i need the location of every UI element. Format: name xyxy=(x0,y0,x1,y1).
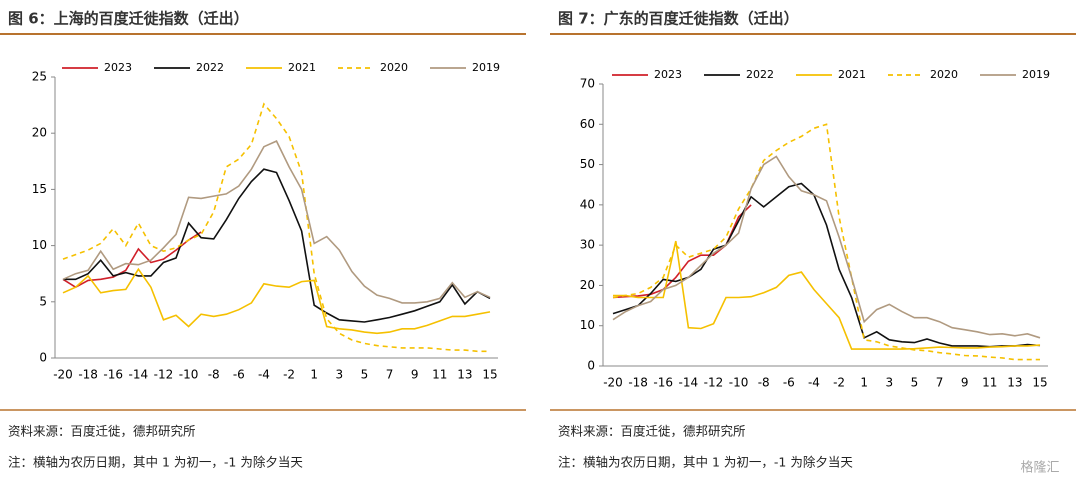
legend-label: 2023 xyxy=(654,68,682,81)
chart-title: 图 6：上海的百度迁徙指数（迁出） xyxy=(8,10,249,28)
legend-label: 2020 xyxy=(930,68,958,81)
legend-label: 2021 xyxy=(288,61,316,74)
x-tick-label: -14 xyxy=(129,368,149,382)
x-tick-label: 13 xyxy=(457,368,472,382)
x-tick-label: -18 xyxy=(628,376,648,390)
legend-label: 2021 xyxy=(838,68,866,81)
legend-label: 2022 xyxy=(746,68,774,81)
y-tick-label: 70 xyxy=(580,77,595,91)
legend-label: 2020 xyxy=(380,61,408,74)
x-tick-label: 11 xyxy=(982,376,997,390)
x-tick-label: -4 xyxy=(258,368,270,382)
x-tick-label: -2 xyxy=(833,376,845,390)
y-tick-label: 20 xyxy=(580,278,595,292)
legend-label: 2023 xyxy=(104,61,132,74)
x-tick-label: 7 xyxy=(386,368,394,382)
x-tick-label: -12 xyxy=(154,368,174,382)
series-line xyxy=(62,231,202,289)
y-tick-label: 0 xyxy=(39,351,47,365)
x-tick-label: -10 xyxy=(729,376,749,390)
x-tick-label: 5 xyxy=(361,368,369,382)
x-tick-label: 13 xyxy=(1007,376,1022,390)
y-tick-label: 30 xyxy=(580,238,595,252)
chart-panel: 图 6：上海的百度迁徙指数（迁出） 资料来源：百度迁徙，德邦研究所注：横轴为农历日… xyxy=(0,10,526,470)
x-tick-label: 9 xyxy=(411,368,419,382)
series-line xyxy=(612,182,1041,348)
x-tick-label: -14 xyxy=(679,376,699,390)
y-tick-label: 50 xyxy=(580,157,595,171)
x-tick-label: -2 xyxy=(283,368,295,382)
legend-label: 2019 xyxy=(472,61,500,74)
y-tick-label: 40 xyxy=(580,197,595,211)
x-tick-label: -20 xyxy=(603,376,623,390)
x-tick-label: 15 xyxy=(1032,376,1047,390)
series-line xyxy=(62,140,491,304)
y-tick-label: 10 xyxy=(580,318,595,332)
series-line xyxy=(613,240,1041,350)
x-tick-label: -8 xyxy=(208,368,220,382)
x-tick-label: -6 xyxy=(233,368,245,382)
x-tick-label: 5 xyxy=(911,376,919,390)
legend-label: 2019 xyxy=(1022,68,1050,81)
y-tick-label: 15 xyxy=(32,182,47,196)
series-line xyxy=(612,155,1041,339)
watermark: 格隆汇 xyxy=(1020,460,1059,476)
x-tick-label: 15 xyxy=(482,368,497,382)
x-tick-label: 11 xyxy=(432,368,447,382)
x-tick-label: -12 xyxy=(704,376,724,390)
x-tick-label: -18 xyxy=(78,368,98,382)
x-tick-label: 9 xyxy=(961,376,969,390)
x-tick-label: -4 xyxy=(808,376,820,390)
y-tick-label: 20 xyxy=(32,126,47,140)
y-tick-label: 10 xyxy=(32,238,47,252)
legend-label: 2022 xyxy=(196,61,224,74)
x-tick-label: -8 xyxy=(758,376,770,390)
x-tick-label: 1 xyxy=(310,368,318,382)
x-tick-label: -16 xyxy=(653,376,673,390)
y-tick-label: 25 xyxy=(32,70,47,84)
chart-panel: 图 7：广东的百度迁徙指数（迁出） 资料来源：百度迁徙，德邦研究所注：横轴为农历日… xyxy=(550,10,1076,470)
x-tick-label: -10 xyxy=(179,368,199,382)
y-tick-label: 0 xyxy=(587,359,595,373)
x-tick-label: -6 xyxy=(783,376,795,390)
y-tick-label: 60 xyxy=(580,117,595,131)
chart-title: 图 7：广东的百度迁徙指数（迁出） xyxy=(558,10,799,28)
source-text: 资料来源：百度迁徙，德邦研究所 xyxy=(558,424,746,439)
y-tick-label: 5 xyxy=(39,294,47,308)
note-text: 注：横轴为农历日期，其中 1 为初一，-1 为除夕当天 xyxy=(8,455,303,470)
x-tick-label: -16 xyxy=(103,368,123,382)
x-tick-label: 3 xyxy=(335,368,343,382)
x-tick-label: -20 xyxy=(53,368,73,382)
source-text: 资料来源：百度迁徙，德邦研究所 xyxy=(8,424,196,439)
series-line xyxy=(62,102,490,353)
x-tick-label: 3 xyxy=(885,376,893,390)
series-line xyxy=(62,267,491,335)
note-text: 注：横轴为农历日期，其中 1 为初一，-1 为除夕当天 xyxy=(558,455,853,470)
x-tick-label: 7 xyxy=(936,376,944,390)
series-line xyxy=(63,168,491,323)
series-line xyxy=(612,123,1040,361)
x-tick-label: 1 xyxy=(860,376,868,390)
